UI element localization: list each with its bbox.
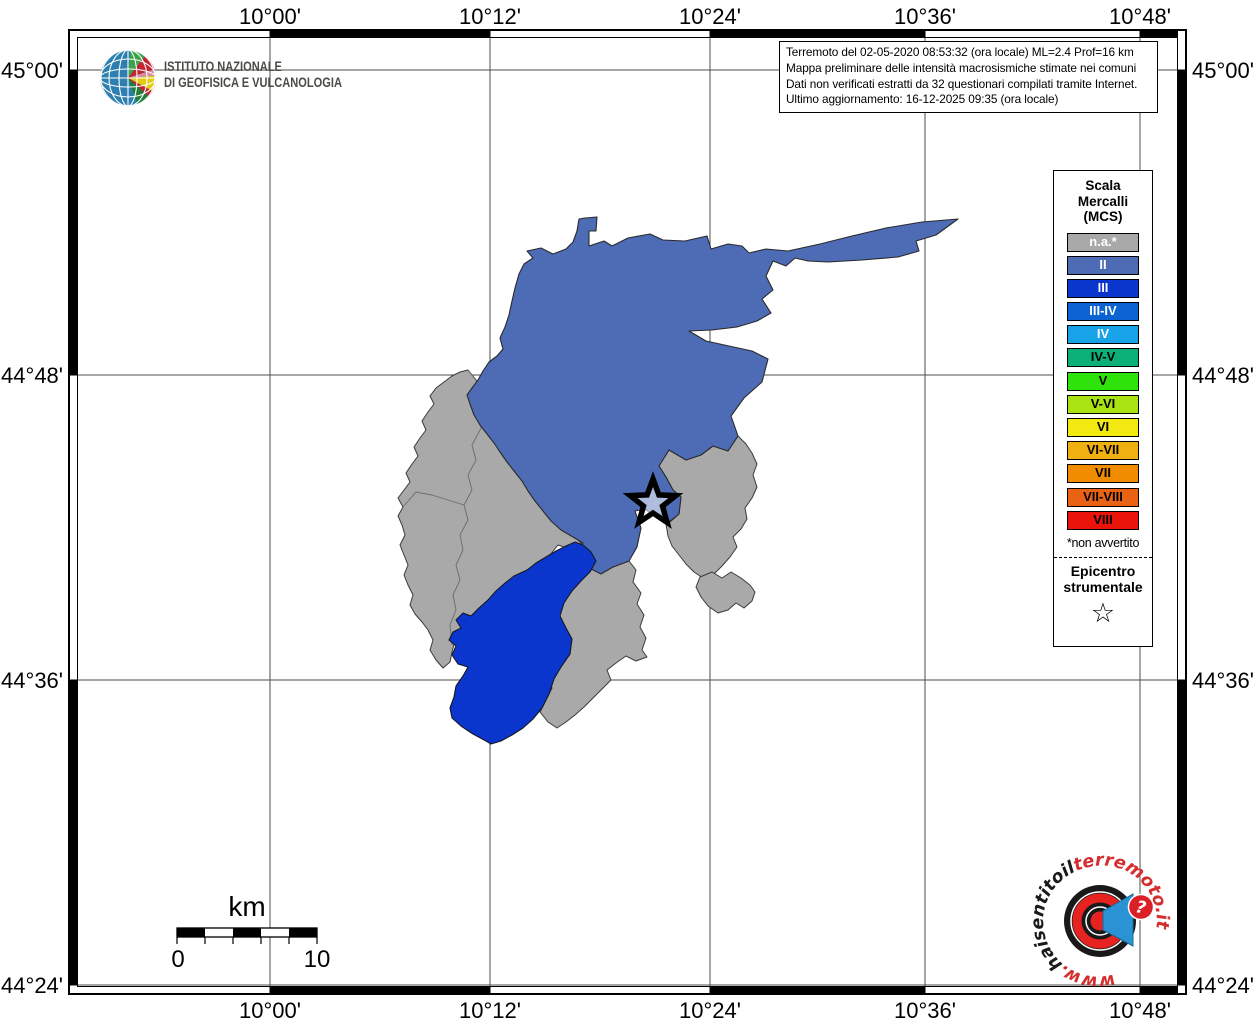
scale-bar-unit: km	[228, 891, 265, 922]
earthquake-info-line-4: Ultimo aggiornamento: 16-12-2025 09:35 (…	[786, 92, 1059, 107]
legend-epicenter-line-2: strumentale	[1063, 579, 1143, 596]
map-frame	[68, 29, 1187, 995]
earthquake-info-box: Terremoto del 02-05-2020 08:53:32 (ora l…	[779, 41, 1158, 114]
legend-epicenter-line-1: Epicentro	[1070, 562, 1136, 579]
ingv-logo-line-2: DI GEOFISICA E VULCANOLOGIA	[164, 75, 342, 90]
axis-label-lon-bottom-1: 10°12'	[459, 998, 521, 1023]
legend-chip-ii: II	[1067, 255, 1139, 275]
axis-label-lon-top-1: 10°12'	[459, 4, 521, 29]
legend-footnote: *non avvertito	[1066, 535, 1140, 550]
axis-labels: 10°00' 10°12' 10°24' 10°36' 10°48' 10°00…	[1, 4, 1254, 1023]
epicenter-star-marker	[622, 471, 684, 529]
watermark-www: www.	[1054, 960, 1116, 992]
axis-label-lon-bottom-3: 10°36'	[894, 998, 956, 1023]
axis-label-lon-bottom-0: 10°00'	[239, 998, 301, 1023]
axis-label-lon-top-0: 10°00'	[239, 4, 301, 29]
legend-chip-viii: VIII	[1067, 510, 1139, 530]
legend-epicenter-star-icon: ☆	[1090, 597, 1116, 628]
ingv-globe-icon	[100, 50, 156, 106]
axis-label-lat-right-3: 44°24'	[1192, 973, 1254, 998]
legend-chip-iv-v: IV-V	[1067, 348, 1139, 368]
legend-chip-iii-iv: III-IV	[1067, 302, 1139, 322]
axis-label-lon-top-3: 10°36'	[894, 4, 956, 29]
na-southeast-fragments	[695, 571, 756, 614]
scale-bar: km 0 10	[171, 891, 330, 973]
legend-chip-iv: IV	[1067, 325, 1139, 345]
scale-bar-start-label: 0	[171, 946, 184, 973]
legend-chip-vii-viii: VII-VIII	[1067, 487, 1139, 507]
axis-label-lat-left-1: 44°48'	[1, 363, 63, 388]
earthquake-info-line-1: Terremoto del 02-05-2020 08:53:32 (ora l…	[786, 45, 1134, 59]
mercalli-legend: Scala Mercalli (MCS) n.a.* II III III-IV…	[1053, 170, 1153, 647]
legend-chips: n.a.* II III III-IV IV IV-V V V-VI VI VI…	[1054, 232, 1152, 530]
legend-chip-vi: VI	[1067, 418, 1139, 437]
legend-chip-vii: VII	[1067, 464, 1139, 484]
legend-title: Scala Mercalli (MCS)	[1054, 178, 1152, 225]
legend-chip-vi-vii: VI-VII	[1067, 441, 1139, 461]
axis-label-lon-bottom-2: 10°24'	[679, 998, 741, 1023]
watermark-question-badge: ?	[1127, 893, 1155, 921]
ingv-logo-line-1: ISTITUTO NAZIONALE	[164, 59, 282, 74]
legend-title-line-2: Mercalli	[1077, 193, 1129, 209]
legend-chip-na: n.a.*	[1067, 232, 1139, 252]
watermark-question-mark: ?	[1134, 897, 1148, 919]
axis-label-lat-right-1: 44°48'	[1192, 363, 1254, 388]
axis-label-lon-top-4: 10°48'	[1109, 4, 1171, 29]
axis-label-lon-bottom-4: 10°48'	[1109, 998, 1171, 1023]
axis-label-lat-right-2: 44°36'	[1192, 668, 1254, 693]
ingv-logo: ISTITUTO NAZIONALE DI GEOFISICA E VULCAN…	[98, 48, 428, 110]
axis-label-lat-left-0: 45°00'	[1, 58, 63, 83]
legend-title-line-1: Scala	[1085, 178, 1121, 193]
earthquake-info-line-2: Mappa preliminare delle intensità macros…	[786, 60, 1137, 75]
axis-label-lat-left-3: 44°24'	[1, 973, 63, 998]
legend-divider	[1054, 556, 1152, 558]
earthquake-info-line-3: Dati non verificati estratti da 32 quest…	[786, 76, 1138, 91]
watermark-megaphone-icon	[1102, 893, 1134, 947]
scale-bar-end-label: 10	[304, 946, 331, 973]
legend-chip-v-vi: V-VI	[1067, 394, 1139, 414]
axis-label-lat-left-2: 44°36'	[1, 668, 63, 693]
region-iii-south	[448, 541, 597, 745]
legend-epicenter-label: Epicentro strumentale	[1054, 563, 1152, 596]
axis-label-lat-right-0: 45°00'	[1192, 58, 1254, 83]
legend-chip-v: V	[1067, 371, 1139, 391]
region-ii-main	[466, 216, 959, 575]
axis-label-lon-top-2: 10°24'	[679, 4, 741, 29]
legend-chip-iii: III	[1067, 278, 1139, 298]
legend-title-line-3: (MCS)	[1083, 209, 1123, 224]
haisentitoilterremoto-logo: www.haisentitoilterremoto.it ?	[1028, 850, 1172, 992]
municipalities-na	[397, 369, 758, 729]
ingv-logo-text: ISTITUTO NAZIONALE DI GEOFISICA E VULCAN…	[164, 59, 342, 91]
